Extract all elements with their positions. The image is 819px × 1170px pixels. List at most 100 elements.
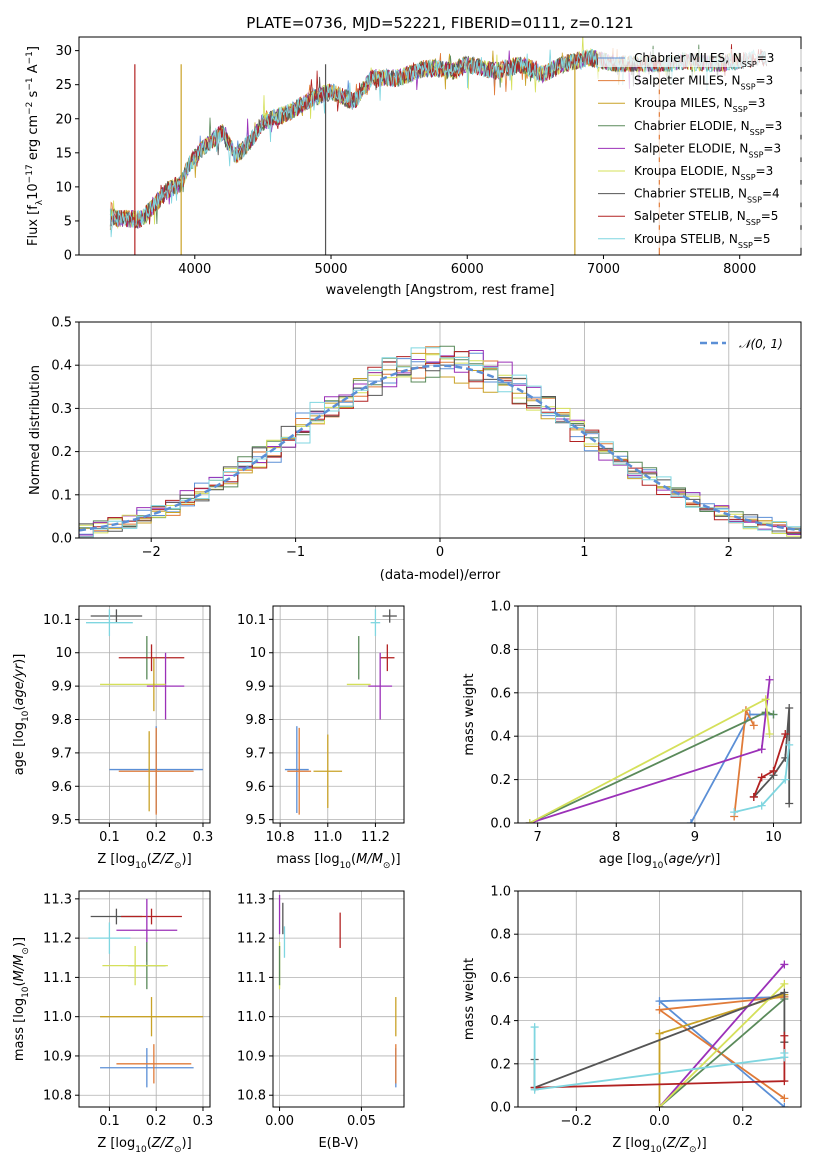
plus-marker — [525, 819, 534, 823]
legend-label: Kroupa STELIB, NSSP=5 — [634, 232, 771, 250]
label-part: ( — [12, 981, 27, 986]
plus-marker — [761, 695, 770, 704]
label-part: Z/Z — [666, 1136, 690, 1151]
panel-Z_mass: 0.1 0.2 0.3 10.8 10.9 11.0 11.1 11.2 11.3 — [43, 890, 214, 1129]
x-tick-label: 0.0 — [649, 1114, 670, 1129]
legend-bg — [598, 116, 819, 135]
plus-marker — [781, 730, 790, 739]
plus-marker — [765, 675, 774, 684]
plot-area-Z_mass — [88, 898, 203, 1088]
x-tick-label: 1 — [580, 545, 588, 560]
x-axis-label: mass [log10(M/M⊙)] — [276, 852, 400, 871]
y-tick-label: 11.0 — [43, 1010, 72, 1025]
label-part: −1 — [25, 51, 35, 64]
legend-label: Kroupa ELODIE, NSSP=3 — [634, 164, 773, 182]
legend-sub: SSP — [733, 105, 748, 114]
y-tick-label: 30 — [55, 44, 72, 59]
histogram-step — [79, 351, 801, 538]
x-tick-label: 9 — [691, 830, 699, 845]
y-tick-label: 0.4 — [490, 1014, 511, 1029]
legend-label: Salpeter MILES, NSSP=3 — [634, 74, 773, 92]
legend-text: Salpeter ELODIE, N — [634, 141, 748, 155]
y-tick-label: 11.0 — [237, 1010, 266, 1025]
y-tick-label: 0.8 — [490, 643, 511, 658]
y-tick-label: 10.8 — [237, 1089, 266, 1104]
axes-frame — [272, 605, 405, 824]
y-tick-label: 11.3 — [237, 892, 266, 907]
y-tick-label: 10.1 — [237, 613, 266, 628]
legend-text: Chabrier MILES, N — [634, 51, 742, 65]
plus-marker — [530, 1023, 539, 1032]
grid-Z_age — [79, 606, 210, 823]
plus-marker — [757, 745, 766, 754]
mass-weight-line — [752, 733, 787, 798]
label-part: ⊙ — [689, 1145, 697, 1155]
label-part: ] — [26, 46, 41, 51]
legend-bg — [598, 184, 819, 203]
label-part: M/M — [356, 852, 383, 867]
plus-marker — [655, 1005, 664, 1014]
label-part: ⊙ — [383, 861, 391, 871]
label-part: mass [log — [276, 852, 339, 867]
plus-marker — [769, 710, 778, 719]
legend-text: Salpeter MILES, N — [634, 74, 741, 88]
label-part: −2 — [25, 102, 35, 115]
error-point — [88, 922, 131, 954]
legend-text: Kroupa ELODIE, N — [634, 164, 741, 178]
label-part: Z [log — [612, 1136, 650, 1151]
y-tick-label: 0.6 — [490, 686, 511, 701]
plot-area-mw_age — [525, 675, 794, 823]
label-part: mass [log — [12, 998, 27, 1061]
plus-marker — [769, 766, 778, 775]
legend-text: Kroupa STELIB, N — [634, 232, 738, 246]
x-tick-label: 0.3 — [193, 1114, 214, 1129]
label-part: ( — [147, 852, 152, 867]
plus-marker — [757, 773, 766, 782]
panel-mw_Z: −0.2 0.0 0.2 0.0 0.2 0.4 0.6 0.8 1.0 — [490, 885, 802, 1129]
error-point — [118, 727, 194, 815]
mass-weight-line — [658, 983, 786, 1107]
label-part: 10 — [340, 861, 352, 871]
spectrum-line — [109, 48, 768, 238]
error-point — [100, 1048, 194, 1088]
label-part: 10 — [650, 1145, 662, 1155]
error-point — [146, 652, 185, 720]
x-tick-label: −2 — [142, 545, 161, 560]
plus-marker — [785, 799, 794, 808]
x-tick-label: 8 — [612, 830, 620, 845]
panel-mw_age: 7 8 9 10 0.0 0.2 0.4 0.6 0.8 1.0 — [490, 600, 802, 845]
label-part: ( — [12, 706, 27, 711]
label-part: ( — [351, 852, 356, 867]
label-part: erg cm — [26, 115, 41, 164]
y-tick-label: 20 — [55, 112, 72, 127]
chart-title: PLATE=0736, MJD=52221, FIBERID=0111, z=0… — [246, 14, 633, 32]
label-part: ( — [663, 852, 668, 867]
mass-weight-line — [733, 744, 791, 813]
x-tick-label: 0 — [436, 545, 444, 560]
plus-marker — [780, 1031, 789, 1040]
plus-marker — [780, 960, 789, 969]
legend-sub: SSP — [747, 195, 762, 204]
label-part: ( — [662, 1136, 667, 1151]
label-part: 10 — [135, 1145, 147, 1155]
x-tick-label: 7 — [534, 830, 542, 845]
y-tick-label: 9.6 — [51, 780, 72, 795]
y-tick-label: 0.8 — [490, 928, 511, 943]
x-tick-label: 2 — [725, 545, 733, 560]
x-tick-label: 11.2 — [361, 830, 390, 845]
mass-weight-line — [529, 679, 771, 823]
y-axis-label: age [log10(age/yr)] — [12, 654, 31, 776]
label-part: )] — [697, 1136, 707, 1151]
plus-marker — [780, 1077, 789, 1086]
axes-frame — [272, 890, 405, 1108]
y-tick-label: 10 — [55, 180, 72, 195]
x-axis-label: Z [log10(Z/Z⊙)] — [97, 1136, 191, 1155]
plot-area-mw_Z — [530, 960, 789, 1107]
plus-marker — [781, 775, 790, 784]
y-tick-label: 0.2 — [490, 773, 511, 788]
y-tick-label: 0.1 — [51, 488, 72, 503]
label-part: age/yr — [12, 662, 27, 705]
y-tick-label: 0.5 — [51, 316, 72, 331]
plus-marker — [780, 1049, 789, 1057]
